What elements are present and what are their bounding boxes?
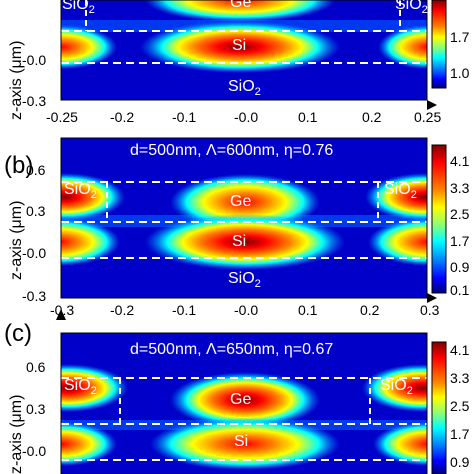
y-axis-label: z-axis (μm) — [8, 200, 25, 280]
parameter-annotation: d=500nm, Λ=600nm, η=0.76 — [130, 142, 334, 159]
x-tick-label: 0.1 — [298, 109, 318, 125]
colorbar-tick: 2.5 — [450, 398, 470, 414]
material-label-sio2: SiO2 — [380, 377, 413, 398]
material-label-si: Si — [232, 37, 247, 54]
colorbar-tick: 0.9 — [450, 454, 470, 470]
material-label-sio2: SiO2 — [228, 78, 261, 99]
x-tick-label: -0.25 — [46, 109, 78, 125]
panel-b-map — [61, 138, 427, 298]
material-label-sio2: SiO2 — [62, 0, 95, 17]
y-tick-label: -0.3 — [22, 93, 47, 109]
material-label-sio2: SiO2 — [395, 0, 428, 17]
colorbar-b — [431, 144, 447, 294]
material-label-ge: Ge — [230, 391, 252, 408]
x-tick-label: -0.0 — [234, 302, 259, 318]
x-tick-label: 0.3 — [420, 302, 440, 318]
material-label-si: Si — [232, 233, 247, 250]
x-tick-label: -0.0 — [234, 109, 259, 125]
colorbar-tick: 4.1 — [450, 342, 470, 358]
colorbar-c — [431, 341, 447, 474]
material-label-ge: Ge — [230, 0, 252, 11]
x-tick-label: -0.2 — [110, 302, 135, 318]
material-label-ge: Ge — [230, 193, 252, 210]
material-label-sio2: SiO2 — [64, 181, 97, 202]
colorbar-tick: 2.5 — [450, 206, 470, 222]
panel-c-map — [61, 333, 427, 474]
panel-label-b: (b) — [4, 152, 34, 179]
colorbar-tick: 0.1 — [450, 282, 470, 298]
panel-a-map — [61, 0, 427, 100]
x-tick-label: -0.3 — [50, 302, 75, 318]
panel-a-frame — [60, 0, 428, 101]
material-label-sio2: SiO2 — [64, 377, 97, 398]
y-tick-label: -0.0 — [22, 443, 47, 459]
x-tick-label: 0.1 — [298, 302, 318, 318]
y-axis-arrow — [56, 309, 66, 320]
x-tick-label: 0.2 — [362, 109, 382, 125]
y-tick-label: -0.0 — [22, 245, 47, 261]
panel-b-frame — [60, 137, 428, 299]
panel-c-frame — [60, 332, 428, 474]
x-axis-arrow — [427, 293, 437, 303]
y-tick-label: -0.3 — [22, 288, 47, 304]
y-tick-label: 0.3 — [26, 401, 46, 417]
x-tick-label: -0.1 — [172, 109, 197, 125]
panel-label-c: (c) — [4, 320, 32, 347]
x-tick-label: -0.1 — [172, 302, 197, 318]
x-tick-label: 0.25 — [414, 109, 442, 125]
y-axis-label: z-axis (μm) — [8, 394, 25, 474]
y-tick-label: 0.6 — [26, 359, 46, 375]
material-label-si: Si — [234, 433, 249, 450]
x-axis-arrow — [427, 100, 437, 110]
x-tick-label: -0.2 — [110, 109, 135, 125]
colorbar-tick: 4.1 — [450, 153, 470, 169]
colorbar-a — [431, 0, 447, 89]
x-tick-label: 0.2 — [360, 302, 380, 318]
colorbar-tick: 1.7 — [450, 233, 470, 249]
parameter-annotation: d=500nm, Λ=650nm, η=0.67 — [130, 341, 334, 358]
colorbar-tick: 0.9 — [450, 259, 470, 275]
colorbar-tick: 1.0 — [450, 65, 470, 81]
colorbar-tick: 1.7 — [450, 426, 470, 442]
y-tick-label: 0.3 — [26, 203, 46, 219]
colorbar-tick: 3.3 — [450, 180, 470, 196]
y-tick-label: 0.6 — [26, 162, 46, 178]
material-label-sio2: SiO2 — [384, 181, 417, 202]
colorbar-tick: 3.3 — [450, 370, 470, 386]
material-label-sio2: SiO2 — [228, 270, 261, 291]
y-tick-label: -0.0 — [22, 52, 47, 68]
colorbar-tick: 1.7 — [450, 29, 470, 45]
